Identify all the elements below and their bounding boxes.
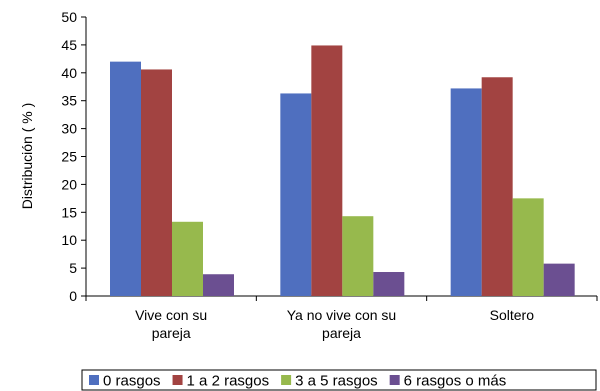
legend-box: [81, 369, 597, 391]
bar: [543, 263, 575, 296]
legend-label: 3 a 5 rasgos: [295, 373, 378, 390]
legend-swatch: [172, 375, 183, 385]
bar: [450, 88, 482, 296]
y-axis-label: Distribución ( % ): [19, 103, 35, 210]
bar: [110, 61, 141, 296]
bar: [141, 69, 172, 297]
legend-swatch: [281, 375, 292, 385]
legend-swatch: [89, 375, 99, 385]
bar: [512, 198, 544, 296]
y-tick-label: 15: [61, 204, 77, 220]
bar: [203, 274, 234, 296]
x-tick-label: Soltero: [490, 307, 535, 323]
y-tick-label: 45: [61, 37, 77, 53]
x-tick-label: Ya no vive con su: [287, 307, 396, 323]
x-tick-label: Vive con su: [135, 307, 207, 323]
plot-area: 0 5 10 15 20 25 30 35 40 45 50 Vive con su pareja Ya …: [61, 9, 598, 341]
y-tick-label: 5: [69, 260, 77, 276]
bar: [311, 45, 343, 296]
y-tick-label: 0: [69, 288, 77, 304]
legend-swatch: [389, 375, 400, 385]
y-tick-label: 40: [61, 65, 77, 81]
bar: [481, 77, 513, 296]
y-tick-label: 30: [61, 121, 77, 137]
legend-label: 0 rasgos: [103, 373, 161, 390]
bar: [373, 272, 405, 296]
y-tick-label: 25: [61, 149, 77, 165]
y-tick-label: 20: [61, 176, 77, 192]
bar: [280, 93, 312, 296]
x-tick-label: pareja: [152, 325, 191, 341]
bar: [172, 221, 203, 296]
legend-label: 6 rasgos o más: [404, 373, 507, 390]
y-tick-label: 35: [61, 93, 77, 109]
x-tick-label: pareja: [322, 325, 361, 341]
legend-label: 1 a 2 rasgos: [187, 373, 270, 390]
bar: [342, 216, 374, 296]
y-tick-label: 50: [61, 9, 77, 25]
y-tick-label: 10: [61, 232, 77, 248]
legend: 0 rasgos 1 a 2 rasgos 3 a 5 rasgos 6 rasgos…: [81, 369, 597, 391]
